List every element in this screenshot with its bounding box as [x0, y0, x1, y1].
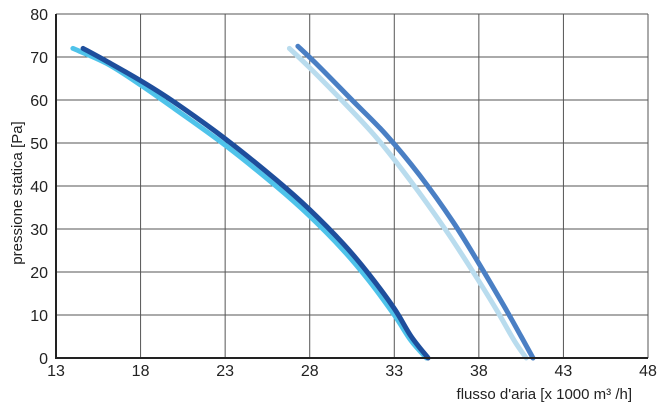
x-tick-label: 23 — [216, 363, 234, 380]
y-tick-label: 60 — [30, 93, 48, 110]
y-tick-label: 70 — [30, 50, 48, 67]
y-tick-label: 50 — [30, 136, 48, 153]
series-line-2 — [80, 45, 431, 361]
x-tick-label: 33 — [385, 363, 403, 380]
x-tick-label: 43 — [555, 363, 573, 380]
series-line-3 — [286, 45, 529, 361]
y-axis-label: pressione statica [Pa] — [9, 121, 26, 264]
y-tick-label: 30 — [30, 222, 48, 239]
y-tick-label: 80 — [30, 7, 48, 24]
series-line-4 — [295, 43, 536, 361]
axes — [55, 14, 648, 359]
x-tick-label: 48 — [639, 363, 657, 380]
x-axis-label: flusso d'aria [x 1000 m³ /h] — [457, 386, 632, 403]
x-tick-label: 13 — [47, 363, 65, 380]
tick-labels: 13 18 23 28 33 38 43 48 0 10 20 30 40 50 60 70 80 — [30, 7, 657, 380]
grid — [56, 13, 649, 358]
y-tick-label: 10 — [30, 308, 48, 325]
series-line-1 — [70, 45, 429, 361]
y-tick-label: 0 — [39, 351, 48, 368]
x-tick-label: 28 — [301, 363, 319, 380]
y-tick-label: 40 — [30, 179, 48, 196]
y-tick-label: 20 — [30, 265, 48, 282]
x-tick-label: 38 — [470, 363, 488, 380]
series-group — [70, 43, 536, 361]
x-tick-label: 18 — [132, 363, 150, 380]
